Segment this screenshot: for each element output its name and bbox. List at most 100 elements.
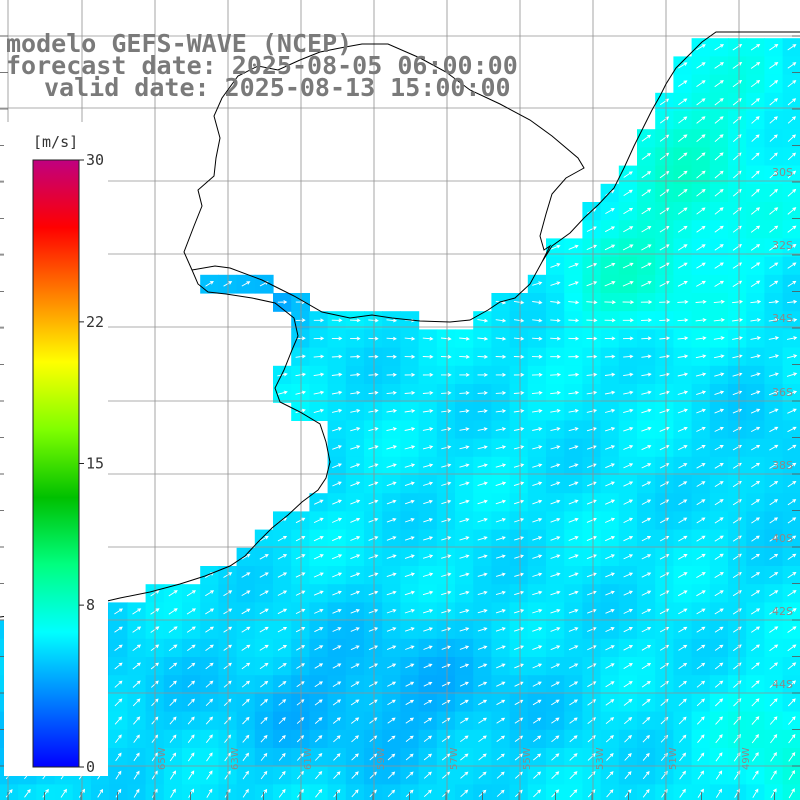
- wind-arrow: [513, 463, 525, 468]
- wind-arrow: [605, 481, 615, 487]
- wind-arrow: [696, 244, 706, 251]
- wind-arrow: [441, 753, 451, 761]
- wind-arrow: [350, 699, 360, 706]
- latitude-label: 30S: [772, 166, 793, 179]
- coastline: [0, 31, 800, 618]
- wind-arrow: [441, 572, 452, 577]
- wind-arrow: [587, 663, 597, 669]
- wind-arrow: [223, 698, 232, 707]
- wind-arrow: [641, 662, 652, 670]
- wind-arrow: [787, 62, 797, 69]
- wind-arrow: [641, 390, 652, 395]
- wind-arrow: [788, 770, 796, 780]
- latitude-label: 38S: [772, 459, 793, 472]
- wind-arrow: [133, 716, 141, 725]
- wind-arrow: [242, 788, 249, 798]
- wind-arrow: [441, 681, 451, 687]
- wind-arrow: [550, 627, 561, 632]
- wind-arrow: [532, 481, 543, 487]
- wind-arrow: [787, 499, 797, 506]
- wind-arrow: [569, 717, 578, 724]
- wind-arrow: [169, 698, 177, 707]
- wind-arrow: [513, 427, 525, 431]
- wind-arrow: [423, 481, 434, 486]
- wind-arrow: [423, 663, 433, 669]
- wind-arrow: [623, 554, 634, 560]
- wind-arrow: [205, 698, 214, 707]
- wind-arrow: [714, 98, 724, 106]
- wind-arrow: [659, 354, 671, 359]
- wind-arrow: [387, 735, 396, 742]
- wind-arrow: [460, 771, 469, 779]
- wind-arrow: [568, 663, 579, 669]
- wind-arrow: [477, 354, 489, 359]
- wind-arrow: [750, 318, 762, 322]
- wind-arrow: [386, 536, 397, 541]
- wind-arrow: [604, 300, 616, 305]
- latitude-label: 34S: [772, 312, 793, 325]
- wind-arrow: [696, 225, 706, 233]
- wind-arrow: [459, 627, 470, 632]
- wind-arrow: [187, 644, 196, 651]
- wind-arrow: [296, 681, 305, 688]
- wind-arrow: [623, 463, 634, 469]
- wind-arrow: [315, 788, 323, 798]
- wind-arrow: [514, 645, 525, 651]
- wind-arrow: [586, 536, 597, 542]
- wind-arrow: [133, 734, 140, 743]
- wind-arrow: [714, 354, 725, 359]
- wind-arrow: [441, 373, 452, 377]
- wind-arrow: [678, 134, 688, 142]
- wind-arrow: [386, 408, 398, 413]
- wind-arrow: [750, 336, 762, 340]
- wind-speed-cell: [327, 784, 347, 800]
- wind-arrow: [678, 535, 688, 542]
- wind-arrow: [751, 553, 760, 560]
- wind-arrow: [769, 444, 779, 451]
- wind-arrow: [260, 752, 268, 761]
- wind-arrow: [314, 645, 324, 651]
- longitude-label: 55W: [522, 747, 533, 770]
- wind-arrow: [750, 390, 761, 396]
- wind-arrow: [441, 609, 452, 614]
- wind-arrow: [641, 444, 652, 451]
- wind-arrow: [459, 445, 470, 450]
- wind-arrow: [332, 463, 342, 469]
- wind-arrow: [495, 554, 506, 559]
- wind-arrow: [604, 372, 616, 377]
- wind-arrow: [368, 572, 379, 578]
- wind-arrow: [42, 788, 49, 798]
- wind-arrow: [351, 789, 359, 798]
- wind-arrow: [459, 572, 470, 577]
- wind-arrow: [587, 681, 597, 688]
- wind-arrow: [368, 554, 379, 559]
- wind-arrow: [205, 608, 215, 615]
- wind-arrow: [314, 608, 324, 614]
- colorbar-tick-label: 15: [86, 455, 104, 473]
- wind-arrow: [260, 698, 269, 706]
- wind-arrow: [405, 699, 415, 706]
- wind-arrow: [495, 645, 506, 650]
- wind-arrow: [168, 626, 178, 633]
- longitude-label: 61W: [303, 747, 314, 770]
- wind-arrow: [750, 408, 761, 414]
- wind-arrow: [477, 427, 488, 432]
- wind-arrow: [405, 771, 414, 779]
- colorbar: [m/s] 30 22 15 8 0: [4, 122, 108, 776]
- wind-arrow: [169, 716, 177, 725]
- wind-arrow: [714, 553, 724, 560]
- wind-arrow: [514, 590, 525, 596]
- wind-arrow: [641, 536, 652, 542]
- wind-arrow: [623, 481, 634, 487]
- wind-arrow: [568, 536, 579, 541]
- wind-arrow: [223, 680, 232, 688]
- title-valid-date: valid date: 2025-08-13 15:00:00: [44, 73, 511, 102]
- wind-arrow: [205, 590, 215, 597]
- wind-arrow: [259, 590, 269, 596]
- wind-arrow: [132, 644, 142, 652]
- wind-arrow: [787, 262, 797, 269]
- wind-arrow: [405, 753, 414, 761]
- wind-arrow: [752, 788, 759, 798]
- wind-arrow: [769, 698, 778, 707]
- wind-arrow: [641, 481, 652, 487]
